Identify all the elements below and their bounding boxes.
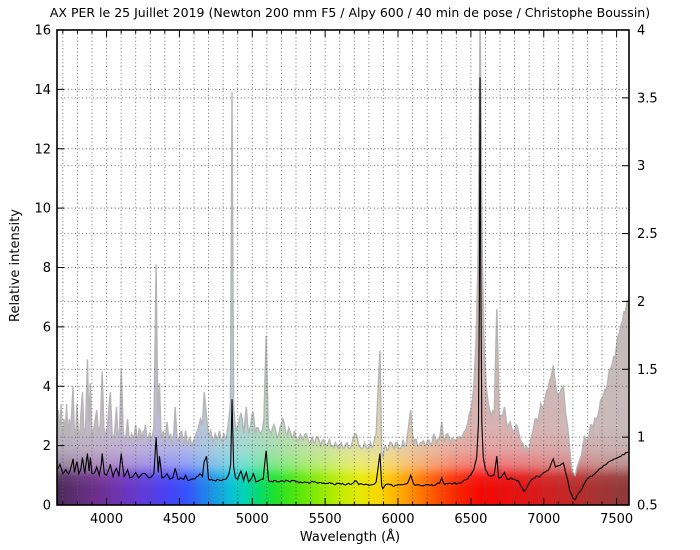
x-tick-label-7000: 7000 [527, 512, 560, 527]
y-right-tick-label-4: 4 [637, 24, 645, 39]
y-left-tick-label-4: 4 [43, 380, 51, 395]
spectrum-line [57, 77, 629, 501]
x-tick-label-6500: 6500 [454, 512, 487, 527]
x-tick-label-5000: 5000 [236, 512, 269, 527]
chart-title: AX PER le 25 Juillet 2019 (Newton 200 mm… [49, 5, 651, 20]
y-left-tick-label-0: 0 [43, 499, 51, 514]
tick-labels: 4000 4500 5000 5500 6000 6500 7000 7500 0 2 4 6 8 10 1… [34, 24, 657, 528]
x-tick-label-6000: 6000 [381, 512, 414, 527]
x-tick-label-4000: 4000 [90, 512, 123, 527]
y-right-tick-label-0.5: 0.5 [637, 499, 658, 514]
y-right-tick-label-3: 3 [637, 159, 645, 174]
x-axis-label: Wavelength (Å) [299, 530, 401, 545]
y-left-tick-label-10: 10 [34, 202, 51, 217]
y-left-tick-label-12: 12 [34, 142, 51, 157]
y-right-tick-label-2: 2 [637, 295, 645, 310]
y-left-tick-label-2: 2 [43, 439, 51, 454]
x-tick-label-7500: 7500 [600, 512, 633, 527]
x-tick-label-5500: 5500 [309, 512, 342, 527]
y-right-tick-label-2.5: 2.5 [637, 227, 658, 242]
y-left-tick-label-6: 6 [43, 320, 51, 335]
y-right-tick-label-3.5: 3.5 [637, 91, 658, 106]
y-left-tick-label-8: 8 [43, 261, 51, 276]
y-right-tick-label-1: 1 [637, 431, 645, 446]
y-left-tick-label-14: 14 [34, 83, 51, 98]
y-left-tick-label-16: 16 [34, 24, 51, 39]
x-tick-label-4500: 4500 [163, 512, 196, 527]
spectrum-fill-edge [57, 30, 629, 477]
axis-ticks [57, 29, 629, 506]
y-right-tick-label-1.5: 1.5 [637, 363, 658, 378]
